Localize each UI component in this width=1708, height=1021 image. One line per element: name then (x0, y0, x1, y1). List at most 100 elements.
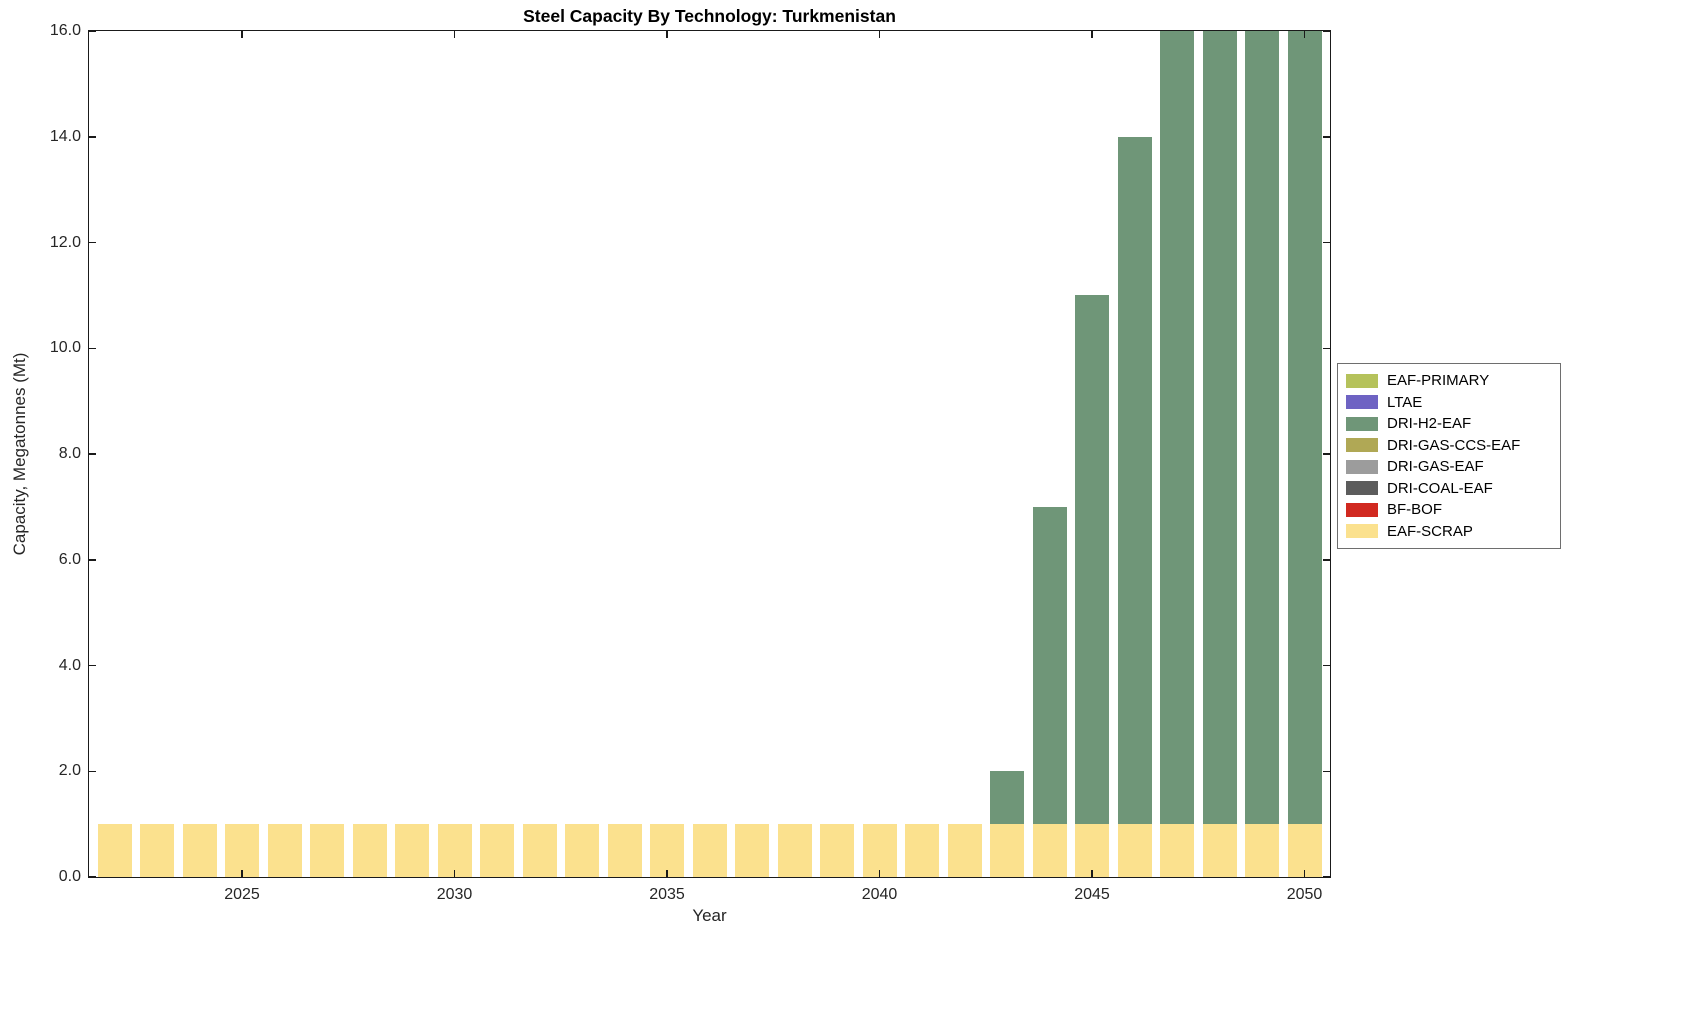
legend-label: DRI-GAS-EAF (1387, 458, 1484, 476)
x-tick-mark (241, 31, 243, 38)
legend-swatch-bf-bof (1346, 502, 1378, 517)
legend-swatch-ltae (1346, 395, 1378, 410)
bar-segment-eaf-scrap-2032 (522, 824, 557, 877)
y-tick-mark (89, 31, 96, 32)
y-tick-mark (1323, 559, 1330, 561)
y-tick-mark (1323, 770, 1330, 772)
x-tick-mark (1091, 31, 1093, 38)
y-tick-mark (1323, 241, 1330, 244)
bar-segment-eaf-scrap-2036 (692, 824, 727, 877)
bar-segment-eaf-scrap-2023 (140, 824, 174, 877)
bar-segment-dri-h2-eaf-2043 (990, 771, 1024, 825)
bar-segment-eaf-scrap-2026 (267, 824, 302, 877)
x-tick-label: 2045 (1074, 886, 1110, 903)
bar-segment-eaf-scrap-2034 (607, 824, 642, 877)
legend: EAF-PRIMARY LTAE DRI-H2-EAF DRI-GAS-CCS-EAF… (1337, 363, 1561, 549)
y-tick-mark (89, 559, 96, 561)
y-tick-label: 0.0 (58, 868, 81, 885)
legend-swatch-dri-gas-ccs-eaf (1346, 438, 1378, 453)
y-tick-label: 6.0 (58, 550, 81, 568)
bar-segment-eaf-scrap-2040 (862, 824, 897, 877)
legend-item-eaf-primary: EAF-PRIMARY (1346, 370, 1554, 392)
bar-segment-eaf-scrap-2033 (565, 824, 599, 877)
legend-swatch-dri-gas-eaf (1346, 459, 1378, 474)
x-tick-label: 2050 (1286, 886, 1323, 903)
x-tick-mark (453, 31, 456, 38)
bar-segment-eaf-scrap-2029 (395, 824, 429, 877)
bar-segment-eaf-scrap-2041 (905, 824, 939, 877)
x-axis-label: Year (692, 906, 727, 925)
legend-item-bf-bof: BF-BOF (1346, 499, 1554, 521)
legend-swatch-eaf-primary (1346, 373, 1378, 388)
bar-segment-dri-h2-eaf-2044 (1032, 506, 1067, 825)
legend-item-eaf-scrap: EAF-SCRAP (1346, 521, 1554, 543)
bar-segment-dri-h2-eaf-2047 (1160, 31, 1194, 825)
plot-area (88, 30, 1331, 878)
y-tick-label: 2.0 (58, 762, 81, 780)
bar-segment-eaf-scrap-2044 (1032, 824, 1067, 877)
chart-title: Steel Capacity By Technology: Turkmenist… (523, 6, 896, 26)
bar-segment-eaf-scrap-2030 (437, 824, 472, 877)
y-tick-mark (89, 241, 96, 244)
y-tick-label: 10.0 (49, 339, 81, 357)
y-tick-mark (89, 876, 96, 877)
y-tick-mark (89, 664, 96, 667)
bar-segment-eaf-scrap-2027 (310, 824, 344, 877)
bar-segment-eaf-scrap-2025 (225, 824, 259, 877)
legend-swatch-eaf-scrap (1346, 524, 1378, 539)
bar-segment-dri-h2-eaf-2050 (1287, 31, 1322, 825)
legend-item-ltae: LTAE (1346, 392, 1554, 414)
legend-item-dri-h2-eaf: DRI-H2-EAF (1346, 413, 1554, 435)
y-tick-label: 8.0 (58, 445, 81, 462)
bar-segment-dri-h2-eaf-2046 (1117, 136, 1152, 825)
y-tick-mark (1323, 664, 1330, 667)
x-tick-label: 2030 (436, 886, 473, 903)
x-tick-mark (666, 870, 668, 877)
bar-segment-dri-h2-eaf-2048 (1202, 31, 1237, 825)
bar-segment-eaf-scrap-2028 (352, 824, 387, 877)
x-tick-mark (1303, 31, 1306, 38)
bar-segment-eaf-scrap-2050 (1287, 824, 1322, 877)
y-tick-mark (1323, 347, 1330, 349)
y-tick-mark (1323, 453, 1330, 455)
y-tick-label: 4.0 (58, 656, 81, 674)
legend-item-dri-coal-eaf: DRI-COAL-EAF (1346, 478, 1554, 500)
legend-label: LTAE (1387, 393, 1423, 411)
legend-label: EAF-PRIMARY (1387, 372, 1490, 390)
legend-label: EAF-SCRAP (1387, 522, 1473, 540)
bar-segment-eaf-scrap-2045 (1075, 824, 1109, 877)
x-tick-label: 2040 (861, 886, 898, 903)
y-tick-label: 16.0 (49, 22, 81, 39)
bar-segment-eaf-scrap-2046 (1117, 824, 1152, 877)
y-tick-label: 14.0 (49, 127, 81, 145)
bar-segment-dri-h2-eaf-2049 (1245, 31, 1279, 825)
bar-segment-eaf-scrap-2047 (1160, 824, 1194, 877)
x-tick-mark (1303, 870, 1306, 877)
legend-label: DRI-COAL-EAF (1387, 479, 1493, 497)
bar-segment-eaf-scrap-2022 (97, 824, 132, 877)
y-tick-mark (1323, 876, 1330, 877)
x-tick-mark (241, 870, 243, 877)
y-tick-label: 12.0 (49, 233, 81, 251)
x-tick-label: 2025 (224, 886, 260, 903)
legend-swatch-dri-coal-eaf (1346, 481, 1378, 496)
bar-segment-eaf-scrap-2048 (1202, 824, 1237, 877)
legend-label: BF-BOF (1387, 501, 1442, 519)
bar-segment-eaf-scrap-2042 (947, 824, 982, 877)
legend-label: DRI-GAS-CCS-EAF (1387, 436, 1521, 454)
y-tick-mark (89, 136, 96, 138)
bar-segment-eaf-scrap-2035 (650, 824, 684, 877)
bar-segment-eaf-scrap-2043 (990, 824, 1024, 877)
legend-swatch-dri-h2-eaf (1346, 416, 1378, 431)
bar-segment-dri-h2-eaf-2045 (1075, 295, 1109, 825)
y-tick-mark (89, 770, 96, 772)
x-tick-label: 2035 (649, 886, 685, 903)
legend-label: DRI-H2-EAF (1387, 415, 1472, 433)
bar-segment-eaf-scrap-2024 (182, 824, 217, 877)
y-tick-mark (89, 453, 96, 455)
bar-segment-eaf-scrap-2039 (820, 824, 854, 877)
legend-item-dri-gas-ccs-eaf: DRI-GAS-CCS-EAF (1346, 435, 1554, 457)
bar-segment-eaf-scrap-2031 (480, 824, 514, 877)
y-tick-mark (89, 347, 96, 349)
